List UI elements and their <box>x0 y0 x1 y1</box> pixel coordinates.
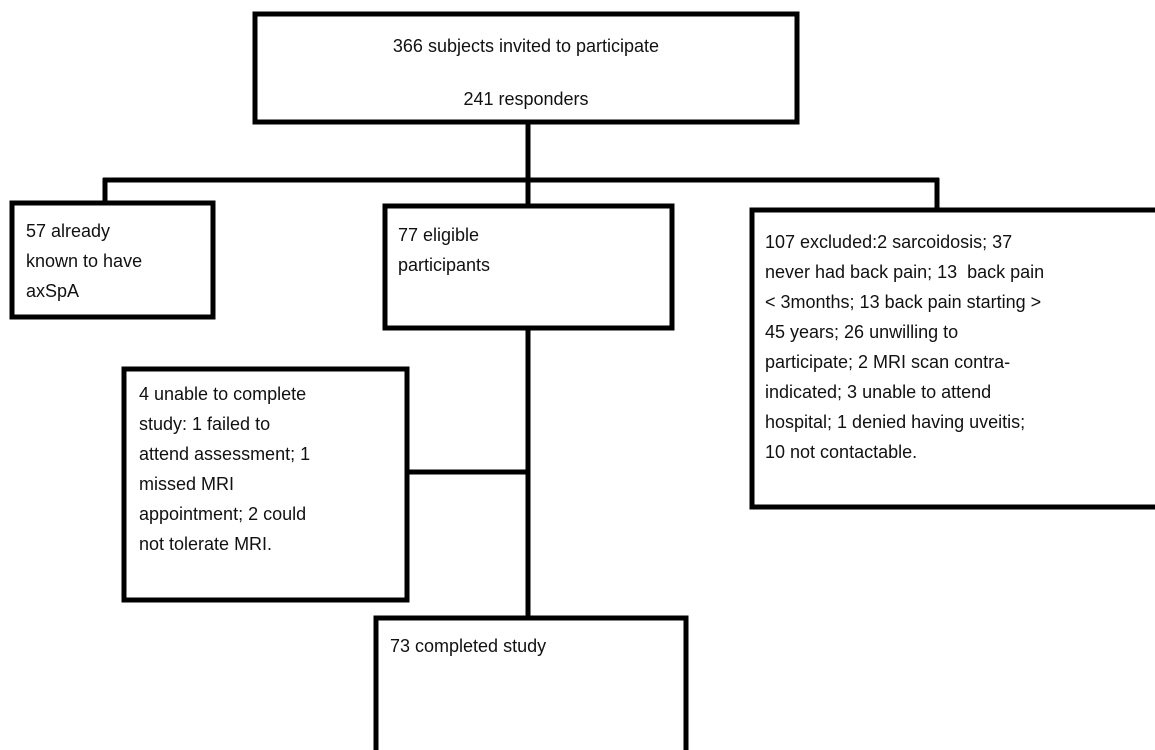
node-text: axSpA <box>26 281 79 301</box>
node-text: participants <box>398 255 490 275</box>
node-text: 10 not contactable. <box>765 442 917 462</box>
node-text: 77 eligible <box>398 225 479 245</box>
node-text: participate; 2 MRI scan contra- <box>765 352 1010 372</box>
node-text: 45 years; 26 unwilling to <box>765 322 958 342</box>
box-excluded <box>749 207 1155 510</box>
box-completed <box>373 615 689 750</box>
box-invited <box>252 11 800 125</box>
box-eligible <box>382 203 675 331</box>
node-text: study: 1 failed to <box>139 414 270 434</box>
node-text: 107 excluded:2 sarcoidosis; 37 <box>765 232 1012 252</box>
box-known <box>9 200 216 320</box>
node-text: 241 responders <box>463 89 588 109</box>
node-text: not tolerate MRI. <box>139 534 272 554</box>
node-text: < 3months; 13 back pain starting > <box>765 292 1041 312</box>
node-text: 73 completed study <box>390 636 546 656</box>
node-text: 57 already <box>26 221 110 241</box>
node-text: 4 unable to complete <box>139 384 306 404</box>
node-text: never had back pain; 13 back pain <box>765 262 1044 282</box>
node-text: indicated; 3 unable to attend <box>765 382 991 402</box>
box-unable <box>121 366 410 603</box>
node-text: 366 subjects invited to participate <box>393 36 659 56</box>
node-text: attend assessment; 1 <box>139 444 310 464</box>
node-text: hospital; 1 denied having uveitis; <box>765 412 1025 432</box>
node-text: appointment; 2 could <box>139 504 306 524</box>
node-text: known to have <box>26 251 142 271</box>
node-text: missed MRI <box>139 474 234 494</box>
